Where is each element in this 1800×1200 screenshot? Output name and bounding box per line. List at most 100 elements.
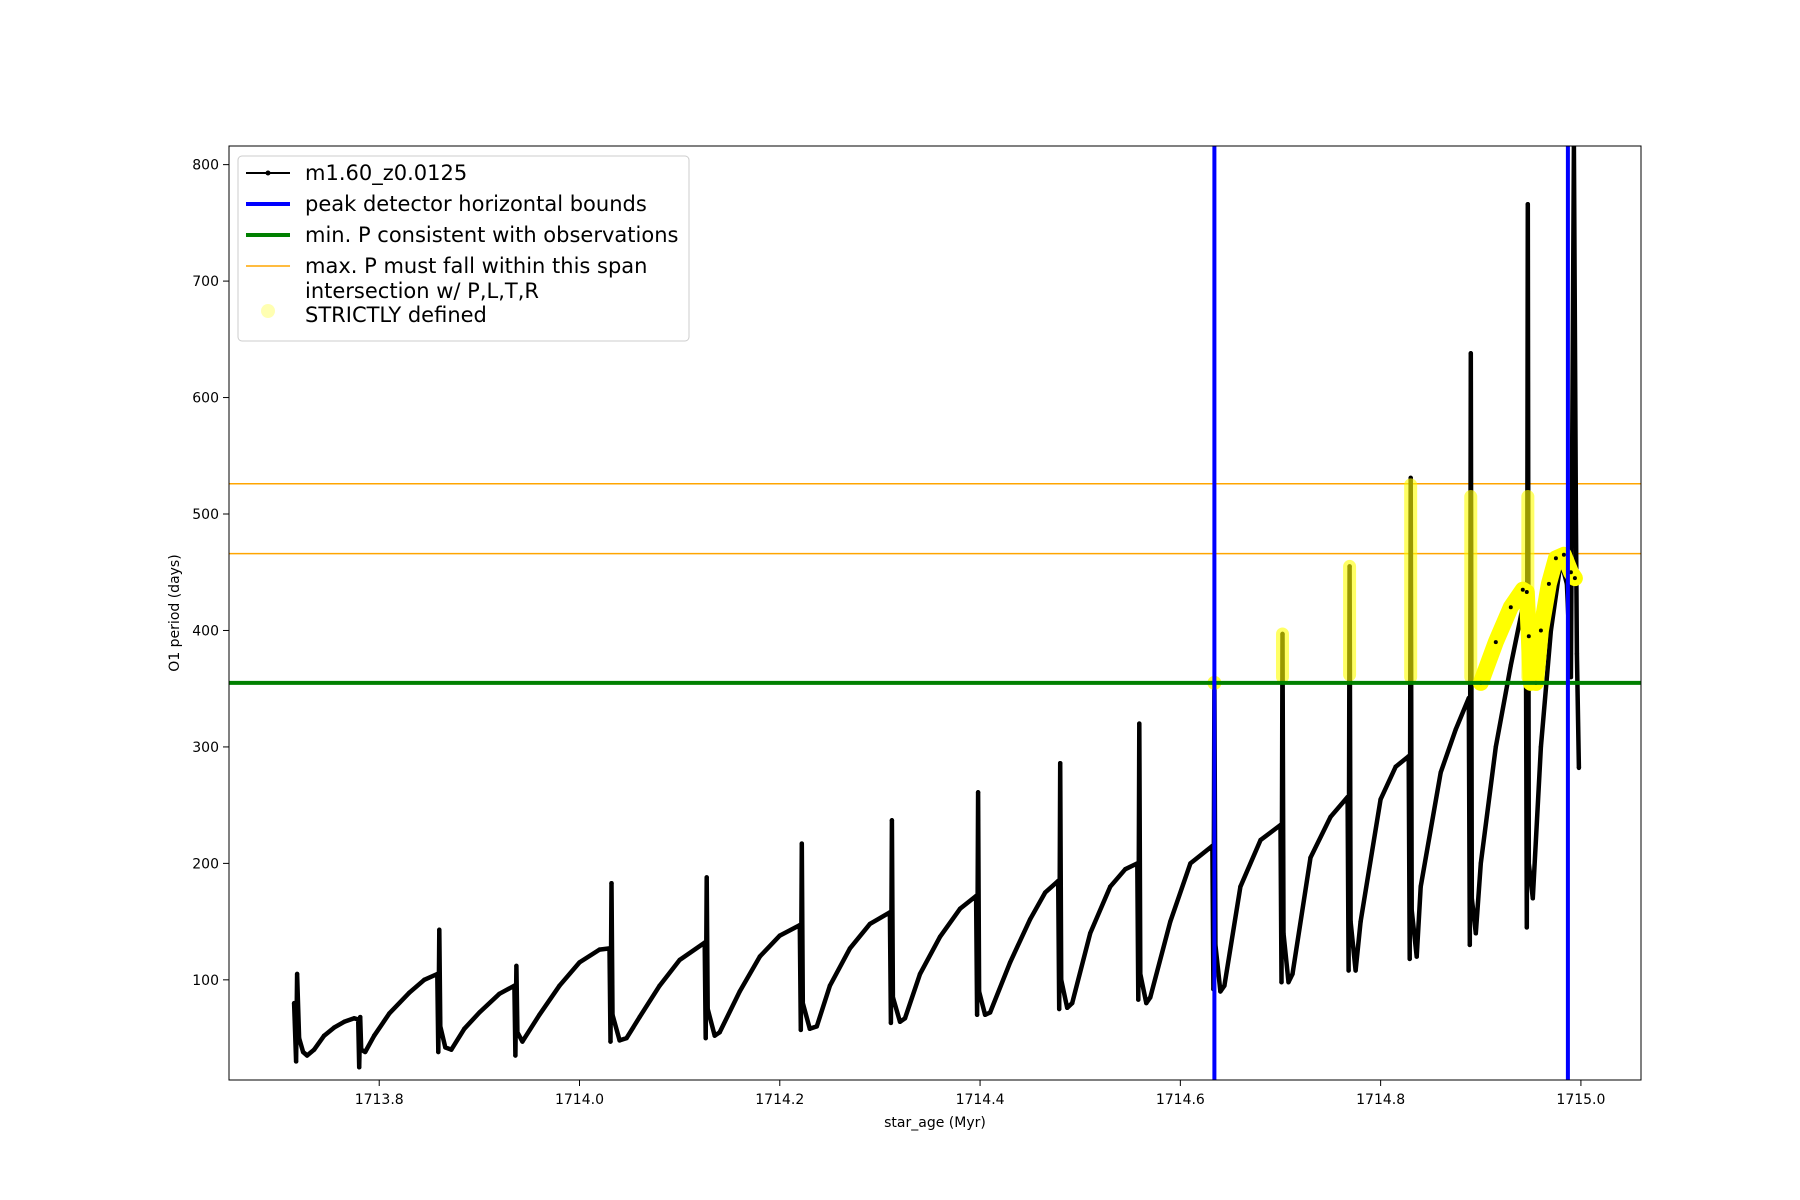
legend-label: intersection w/ P,L,T,R STRICTLY defined	[305, 279, 539, 327]
series-point	[624, 1035, 629, 1041]
series-point	[296, 1035, 302, 1041]
series-point	[443, 1045, 448, 1050]
series-point	[557, 983, 562, 988]
series-point	[1065, 1005, 1070, 1010]
legend-label: m1.60_z0.0125	[305, 161, 467, 186]
series-point	[477, 1010, 482, 1015]
series-point	[1478, 861, 1484, 866]
y-tick-label: 100	[192, 973, 219, 989]
series-point	[577, 960, 582, 965]
series-point	[1281, 931, 1286, 936]
legend-handle-dot	[261, 304, 275, 318]
series-point	[637, 1014, 642, 1020]
series-point	[372, 1033, 377, 1038]
y-axis-label: O1 period (days)	[167, 554, 183, 671]
series-point	[1561, 552, 1566, 557]
series-point	[703, 1035, 708, 1041]
plot-area	[229, 146, 1641, 1080]
series-point	[1222, 983, 1227, 988]
series-point	[1520, 587, 1525, 592]
series-point	[800, 1000, 805, 1006]
series-point	[705, 1006, 710, 1012]
series-point	[352, 1016, 357, 1021]
series-point	[1137, 721, 1142, 726]
series-point	[407, 990, 412, 995]
series-point	[1525, 202, 1531, 207]
series-point	[777, 933, 782, 938]
series-point	[1538, 628, 1543, 633]
series-point	[937, 934, 943, 939]
series-point	[294, 971, 300, 977]
series-point	[293, 1059, 299, 1064]
series-point	[1468, 351, 1474, 356]
series-point	[1286, 980, 1291, 985]
series-point	[867, 921, 873, 927]
y-tick-label: 400	[192, 623, 219, 639]
series-point	[1406, 754, 1411, 759]
series-point	[1123, 867, 1128, 872]
series-point	[608, 1039, 613, 1044]
series-point	[514, 963, 519, 969]
series-point	[1548, 628, 1554, 633]
series-point	[1358, 919, 1363, 924]
series-point	[1571, 146, 1577, 149]
series-point	[1144, 1000, 1149, 1006]
series-point	[1136, 997, 1141, 1002]
series-point	[1057, 1006, 1062, 1012]
series-point	[889, 818, 895, 823]
series-point	[1135, 861, 1140, 866]
series-point	[717, 1030, 722, 1035]
series-point	[363, 1049, 368, 1055]
x-tick-label: 1714.8	[1356, 1092, 1405, 1108]
series-point	[311, 1047, 317, 1052]
x-tick-label: 1714.0	[555, 1092, 604, 1108]
series-point	[737, 989, 742, 994]
series-point	[610, 1012, 615, 1017]
series-point	[513, 1053, 518, 1058]
series-point	[757, 954, 762, 959]
series-point	[902, 1016, 908, 1021]
y-tick-label: 300	[192, 740, 219, 756]
series-point	[1058, 761, 1063, 766]
legend-label-line: STRICTLY defined	[305, 303, 487, 327]
series-point	[1007, 960, 1013, 965]
series-point	[975, 790, 981, 795]
series-point	[607, 946, 612, 951]
series-point	[1508, 605, 1513, 610]
series-point	[657, 983, 662, 988]
y-tick-label: 800	[192, 158, 219, 174]
series-point	[827, 983, 833, 988]
x-tick-label: 1714.4	[956, 1092, 1005, 1108]
series-point	[1328, 814, 1333, 819]
series-point	[1418, 884, 1423, 889]
series-point	[1070, 1000, 1075, 1006]
series-point	[1393, 764, 1398, 769]
legend-box	[237, 155, 690, 342]
series-point	[1572, 576, 1577, 581]
series-point	[1493, 744, 1499, 750]
series-point	[331, 1025, 337, 1030]
series-point	[1466, 695, 1472, 701]
series-point	[1138, 971, 1143, 977]
series-point	[617, 1038, 622, 1043]
series-point	[358, 1014, 363, 1020]
series-point	[1238, 884, 1243, 889]
legend-label: min. P consistent with observations	[305, 223, 678, 247]
legend-label: peak detector horizontal bounds	[305, 192, 647, 216]
series-point	[1290, 971, 1295, 977]
series-point	[1088, 931, 1093, 936]
series-point	[609, 881, 614, 886]
series-point	[1576, 765, 1582, 771]
series-point	[974, 1012, 980, 1017]
series-point	[677, 957, 682, 963]
series-point	[1345, 794, 1350, 800]
series-point	[1526, 634, 1531, 639]
plot-layer	[229, 146, 1641, 1080]
series-point	[291, 1000, 297, 1006]
series-point	[1453, 727, 1458, 732]
series-point	[1407, 956, 1412, 962]
series-point	[1473, 931, 1479, 936]
series-point	[1279, 980, 1284, 985]
series-point	[1546, 581, 1551, 586]
series-point	[890, 995, 896, 1000]
